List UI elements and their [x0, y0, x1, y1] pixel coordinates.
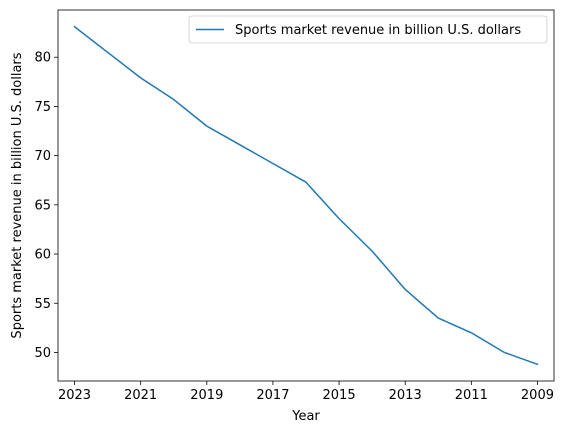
x-tick-label: 2019 — [190, 388, 223, 403]
y-tick-label: 70 — [34, 149, 51, 164]
legend-box — [188, 15, 548, 44]
x-tick-label: 2011 — [455, 388, 488, 403]
y-tick-label: 65 — [34, 198, 51, 213]
x-axis-ticks: 2023 2021 2019 2017 2015 2013 2011 2009 — [58, 381, 554, 403]
legend-label: Sports market revenue in billion U.S. do… — [235, 23, 521, 38]
plot-area — [58, 10, 554, 381]
y-tick-label: 50 — [34, 346, 51, 361]
series-line — [73, 25, 539, 366]
y-tick-label: 55 — [34, 297, 51, 312]
x-tick-label: 2023 — [58, 388, 91, 403]
x-tick-label: 2009 — [521, 388, 554, 403]
y-axis-ticks: 50 55 60 65 70 75 80 — [34, 51, 58, 361]
x-axis-label: Year — [291, 409, 320, 424]
plot-frame — [57, 9, 555, 382]
x-tick-label: 2015 — [323, 388, 356, 403]
y-tick-label: 60 — [34, 248, 51, 263]
x-tick-label: 2013 — [389, 388, 422, 403]
y-axis-label: Sports market revenue in billion U.S. do… — [10, 52, 25, 338]
x-tick-label: 2017 — [256, 388, 289, 403]
x-tick-label: 2021 — [124, 388, 157, 403]
y-tick-label: 80 — [34, 51, 51, 66]
legend: Sports market revenue in billion U.S. do… — [188, 15, 548, 44]
y-tick-label: 75 — [34, 100, 51, 115]
